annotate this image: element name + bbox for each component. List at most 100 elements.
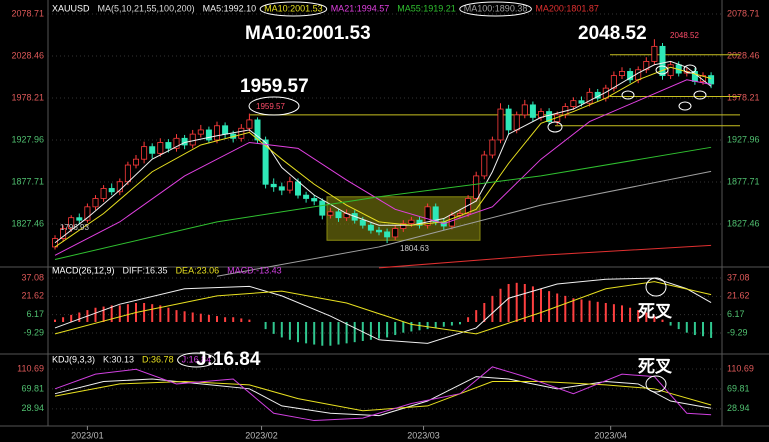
- macd-bar: [248, 319, 251, 322]
- macd-bar: [677, 321, 680, 330]
- macd-bar: [353, 321, 356, 343]
- macd-bar: [548, 291, 551, 322]
- candle-body: [311, 198, 318, 202]
- candle-body: [708, 75, 715, 85]
- legend-entry: DEA:23.06: [176, 265, 220, 275]
- macd-bar: [507, 284, 510, 322]
- macd-bar: [62, 317, 65, 322]
- macd-bar: [369, 321, 372, 340]
- y-tick-label: 110.69: [17, 363, 44, 373]
- y-tick-label: 2028.46: [11, 50, 44, 60]
- highlight: [655, 65, 669, 75]
- candle-body: [108, 188, 115, 193]
- highlight: [459, 1, 532, 17]
- macd-bar: [475, 310, 478, 322]
- highlight: [259, 1, 328, 17]
- macd-bar: [151, 304, 154, 322]
- macd-bar: [386, 321, 389, 338]
- candle-body: [610, 75, 617, 89]
- candle-body: [189, 133, 196, 146]
- candle-body: [262, 139, 269, 185]
- price-label: 1959.57: [256, 102, 285, 111]
- candle-body: [319, 200, 326, 216]
- annotation: 1959.57: [240, 76, 309, 97]
- candle-body: [92, 198, 99, 208]
- y-tick-label: 2078.71: [727, 8, 760, 18]
- macd-bar: [572, 298, 575, 322]
- highlight: [645, 277, 667, 297]
- annotation: J:16.84: [196, 349, 261, 370]
- y-tick-label: -9.29: [23, 327, 44, 337]
- legend-entry: MA10:2001.53: [264, 3, 323, 13]
- macd-bar: [183, 311, 186, 322]
- macd-bar: [580, 299, 583, 322]
- macd-bar: [426, 321, 429, 330]
- macd-bar: [637, 310, 640, 322]
- candle-body: [586, 91, 593, 104]
- annotation: 2048.52: [578, 23, 647, 44]
- macd-bar: [240, 318, 243, 322]
- candle-body: [213, 125, 220, 141]
- y-tick-label: 21.62: [727, 291, 750, 301]
- macd-bar: [434, 321, 437, 328]
- macd-bar: [394, 321, 397, 336]
- candle-body: [327, 211, 334, 216]
- y-tick-label: -9.29: [727, 327, 748, 337]
- y-tick-label: 1978.21: [11, 92, 44, 102]
- candle-body: [497, 108, 504, 141]
- legend-title: XAUUSD: [52, 3, 90, 13]
- candle-body: [529, 104, 536, 118]
- y-tick-label: 1827.46: [727, 218, 760, 228]
- y-tick-label: 28.94: [21, 403, 44, 413]
- highlight: [645, 375, 667, 393]
- highlight: [248, 96, 300, 116]
- macd-bar: [345, 321, 348, 344]
- macd-bar: [669, 321, 672, 326]
- candle-body: [627, 71, 634, 81]
- legend-title: MACD(26,12,9): [52, 265, 115, 275]
- candle-body: [651, 45, 658, 62]
- legend-title: KDJ(9,3,3): [52, 354, 95, 364]
- macd-bar: [191, 312, 194, 322]
- macd-bar: [232, 317, 235, 322]
- macd-bar: [143, 302, 146, 322]
- y-tick-label: 2078.71: [11, 8, 44, 18]
- y-tick-label: 6.17: [727, 309, 745, 319]
- indicator-line: [54, 79, 712, 256]
- candle-body: [400, 223, 407, 229]
- candle-body: [521, 104, 528, 116]
- candle-body: [76, 217, 83, 221]
- legend-entry: MA55:1919.21: [397, 3, 456, 13]
- macd-bar: [126, 304, 129, 322]
- indicator-line: [54, 281, 712, 335]
- candle-body: [286, 181, 293, 191]
- candle-body: [157, 142, 164, 154]
- candle-body: [100, 188, 107, 199]
- y-tick-label: 1877.71: [727, 176, 760, 186]
- candle-body: [278, 186, 285, 191]
- y-tick-label: 69.81: [21, 383, 44, 393]
- candle-body: [489, 139, 496, 156]
- macd-bar: [216, 316, 218, 322]
- y-tick-label: 2028.46: [727, 50, 760, 60]
- highlight: [621, 90, 635, 100]
- macd-bar: [54, 319, 56, 322]
- candle-body: [375, 229, 382, 233]
- macd-bar: [378, 321, 380, 339]
- macd-bar: [645, 312, 648, 322]
- candle-body: [513, 114, 520, 131]
- macd-bar: [483, 302, 486, 322]
- macd-bar: [467, 317, 470, 322]
- legend-entry: MACD:-13.43: [227, 265, 282, 275]
- macd-bar: [702, 321, 704, 337]
- price-label: 2048.52: [670, 31, 699, 40]
- y-tick-label: 28.94: [727, 403, 750, 413]
- macd-bar: [596, 301, 599, 322]
- macd-bar: [280, 321, 283, 338]
- y-tick-label: 1927.96: [727, 134, 760, 144]
- candle-body: [659, 45, 666, 77]
- macd-bar: [410, 321, 413, 332]
- x-tick-label: 2023/02: [245, 430, 278, 440]
- macd-bar: [450, 321, 453, 326]
- candle-body: [197, 129, 204, 135]
